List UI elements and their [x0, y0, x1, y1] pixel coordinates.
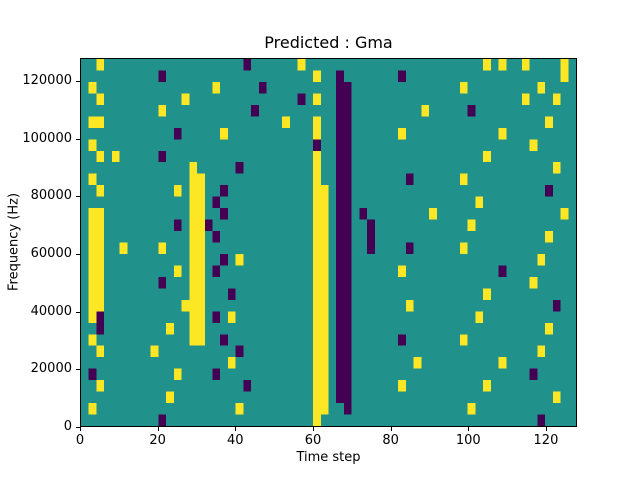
x-tick-label: 80	[382, 433, 399, 448]
plot-area	[80, 58, 577, 427]
y-tick-label: 120000	[22, 73, 72, 89]
y-tick-label: 80000	[30, 188, 72, 204]
x-tick-label: 60	[304, 433, 322, 448]
y-tick-label: 40000	[30, 303, 72, 319]
x-axis-label: Time step	[296, 450, 361, 465]
y-tick-mark	[76, 81, 80, 83]
y-tick-mark	[76, 196, 80, 198]
chart-title: Predicted : Gma	[264, 33, 393, 52]
y-tick-mark	[76, 254, 80, 256]
y-tick-label: 20000	[30, 361, 72, 377]
y-tick-mark	[76, 311, 80, 313]
x-tick-mark	[157, 427, 159, 431]
y-axis-label: Frequency (Hz)	[6, 192, 22, 292]
x-tick-label: 20	[149, 433, 166, 448]
x-tick-mark	[545, 427, 547, 431]
x-tick-label: 120	[533, 433, 559, 448]
x-tick-mark	[80, 427, 81, 431]
x-tick-mark	[312, 427, 314, 431]
x-tick-label: 0	[75, 433, 85, 448]
x-tick-label: 40	[227, 433, 244, 448]
y-tick-label: 60000	[30, 246, 72, 262]
y-tick-label: 0	[63, 419, 72, 434]
y-tick-mark	[76, 369, 80, 371]
x-tick-mark	[390, 427, 392, 431]
y-tick-mark	[76, 138, 80, 140]
x-tick-mark	[468, 427, 470, 431]
x-tick-mark	[235, 427, 237, 431]
y-tick-label: 100000	[22, 130, 72, 146]
heatmap-canvas	[81, 59, 576, 426]
y-tick-mark	[76, 427, 80, 428]
x-tick-label: 100	[455, 433, 481, 448]
